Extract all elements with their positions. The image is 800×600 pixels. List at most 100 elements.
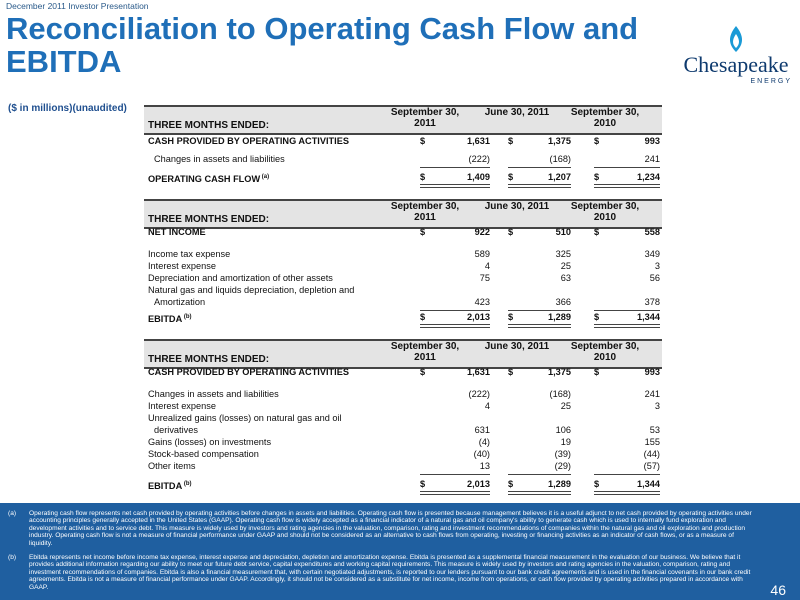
slide-title: Reconciliation to Operating Cash Flow an… (6, 11, 639, 79)
dollar-sign: $ (508, 367, 514, 377)
total-double-rule (420, 184, 490, 188)
row-label: OPERATING CASH FLOW (a) (148, 174, 270, 185)
footnote-marker: (a) (260, 174, 270, 180)
cell-value: (44) (643, 449, 660, 459)
dollar-sign: $ (508, 136, 514, 146)
table-row: Gains (losses) on investments (4) 19 155 (144, 436, 662, 448)
cell-value: (4) (478, 437, 490, 447)
table-row: Amortization 423 366 378 (144, 296, 662, 308)
cell-value: 53 (649, 425, 660, 435)
row-label: Depreciation and amortization of other a… (148, 273, 333, 283)
row-label: CASH PROVIDED BY OPERATING ACTIVITIES (148, 367, 349, 377)
dollar-sign: $ (420, 172, 426, 182)
row-label: Gains (losses) on investments (148, 437, 272, 447)
cell-value: 993 (644, 367, 660, 377)
row-label: CASH PROVIDED BY OPERATING ACTIVITIES (148, 136, 349, 146)
cell-value: 1,289 (548, 312, 571, 322)
total-double-rule (420, 491, 490, 495)
subtotal-rule (594, 474, 660, 475)
table-row: OPERATING CASH FLOW (a) $1,409 $1,207 $1,23… (144, 171, 662, 185)
cell-value: 993 (644, 136, 660, 146)
column-header: September 30, 2011 (390, 341, 460, 363)
column-header: June 30, 2011 (484, 341, 550, 352)
cell-value: 63 (560, 273, 571, 283)
total-double-rule (508, 184, 571, 188)
subtotal-rule (594, 310, 660, 311)
total-double-rule (594, 491, 660, 495)
cell-value: 241 (644, 389, 660, 399)
cell-value: (168) (549, 389, 571, 399)
table-row: Income tax expense 589 325 349 (144, 248, 662, 260)
subtotal-rule (420, 310, 490, 311)
total-double-rule (594, 184, 660, 188)
cell-value: 922 (474, 227, 490, 237)
dollar-sign: $ (594, 312, 600, 322)
column-header: September 30, 2011 (390, 107, 460, 129)
event-label: December 2011 Investor Presentation (6, 1, 149, 11)
cell-value: 241 (644, 154, 660, 164)
row-label: derivatives (154, 425, 198, 435)
cell-value: (222) (468, 389, 490, 399)
row-label: Changes in assets and liabilities (154, 154, 285, 164)
cell-value: 1,631 (467, 136, 490, 146)
page-number: 46 (770, 581, 786, 598)
dollar-sign: $ (594, 136, 600, 146)
table-heading: THREE MONTHS ENDED: (148, 214, 270, 225)
table-row: Stock-based compensation (40) (39) (44) (144, 448, 662, 460)
cell-value: 510 (555, 227, 571, 237)
units-label: ($ in millions)(unaudited) (8, 103, 127, 114)
row-label: Changes in assets and liabilities (148, 389, 279, 399)
table-row: derivatives 631 106 53 (144, 424, 662, 436)
total-double-rule (508, 324, 571, 328)
cell-value: 1,631 (467, 367, 490, 377)
dollar-sign: $ (508, 479, 514, 489)
row-label: Stock-based compensation (148, 449, 259, 459)
table-row: Natural gas and liquids depreciation, de… (144, 284, 662, 296)
row-label: Natural gas and liquids depreciation, de… (148, 285, 355, 295)
footnote-text: Ebitda represents net income before inco… (29, 554, 751, 591)
cell-value: 2,013 (467, 312, 490, 322)
dollar-sign: $ (420, 227, 426, 237)
footnote-key: (a) (8, 510, 17, 517)
row-label: Interest expense (148, 261, 216, 271)
cell-value: 589 (474, 249, 490, 259)
dollar-sign: $ (420, 312, 426, 322)
dollar-sign: $ (508, 227, 514, 237)
row-label: NET INCOME (148, 227, 206, 237)
cell-value: (57) (643, 461, 660, 471)
table-heading: THREE MONTHS ENDED: (148, 120, 270, 131)
footnotes: (a) Operating cash flow represents net c… (0, 503, 800, 600)
cell-value: 19 (560, 437, 571, 447)
table-row: CASH PROVIDED BY OPERATING ACTIVITIES $1,… (144, 366, 662, 378)
row-label: EBITDA (b) (148, 481, 192, 492)
cell-value: 3 (654, 261, 660, 271)
cell-value: 56 (649, 273, 660, 283)
footnote-marker: (b) (182, 314, 192, 320)
cell-value: 1,234 (637, 172, 660, 182)
column-header: September 30, 2010 (570, 341, 640, 363)
cell-value: (39) (554, 449, 571, 459)
cell-value: 1,344 (637, 312, 660, 322)
table-row: EBITDA (b) $2,013 $1,289 $1,344 (144, 311, 662, 324)
table-header: THREE MONTHS ENDED: September 30, 2011 Jun… (144, 105, 662, 135)
cell-value: 4 (484, 261, 490, 271)
table-row: Depreciation and amortization of other a… (144, 272, 662, 284)
cell-value: (29) (554, 461, 571, 471)
row-label: Unrealized gains (losses) on natural gas… (148, 413, 342, 423)
cell-value: 1,207 (548, 172, 571, 182)
column-header: September 30, 2011 (390, 201, 460, 223)
table-row: Other items 13 (29) (57) (144, 460, 662, 472)
table-row: EBITDA (b) $2,013 $1,289 $1,344 (144, 478, 662, 492)
cell-value: 25 (560, 401, 571, 411)
table-row: Interest expense 4 25 3 (144, 400, 662, 412)
cell-value: 2,013 (467, 479, 490, 489)
cell-value: 1,409 (467, 172, 490, 182)
cell-value: 325 (555, 249, 571, 259)
dollar-sign: $ (420, 136, 426, 146)
dollar-sign: $ (420, 367, 426, 377)
cell-value: 366 (555, 297, 571, 307)
cell-value: 1,344 (637, 479, 660, 489)
column-header: September 30, 2010 (570, 201, 640, 223)
cell-value: 378 (644, 297, 660, 307)
table-heading: THREE MONTHS ENDED: (148, 354, 270, 365)
